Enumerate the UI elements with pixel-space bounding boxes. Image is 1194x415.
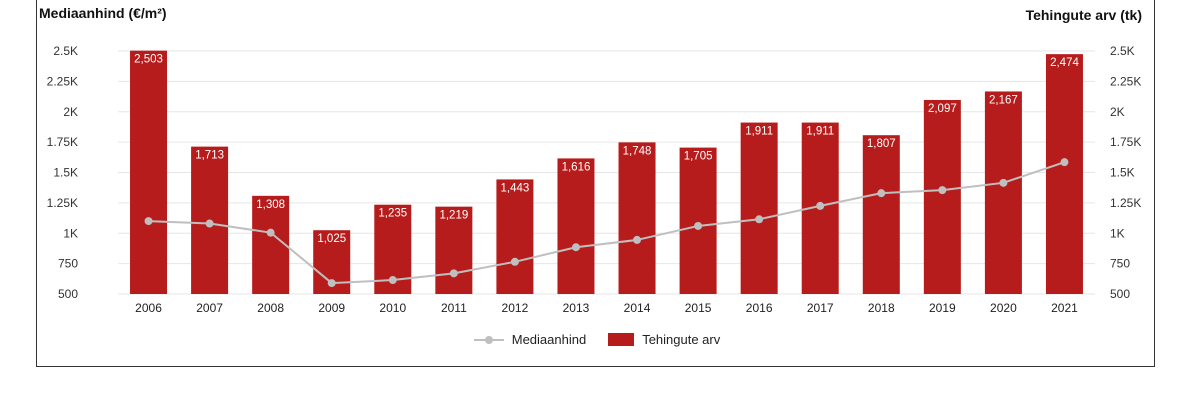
bar	[679, 147, 717, 294]
legend: Mediaanhind Tehingute arv	[0, 332, 1194, 347]
x-category-label: 2014	[624, 301, 651, 315]
left-axis-title: Mediaanhind (€/m²)	[39, 5, 167, 21]
right-tick-label: 750	[1110, 257, 1130, 271]
bar-data-label: 1,911	[806, 126, 834, 138]
left-tick-label: 2K	[63, 105, 78, 119]
line-point	[205, 219, 214, 228]
bar	[1045, 54, 1083, 295]
legend-item-line[interactable]: Mediaanhind	[473, 332, 587, 347]
line-point	[755, 215, 764, 224]
line-point	[816, 201, 825, 210]
bar-data-label: 1,308	[256, 199, 285, 211]
bar	[618, 142, 656, 294]
bar-data-label: 1,616	[562, 161, 591, 173]
bar-data-labels: 2,503 1,713 1,308 1,025 1,235 1,219 1,443 1,616…	[134, 54, 1079, 246]
left-tick-label: 2.25K	[47, 74, 78, 88]
x-category-label: 2018	[868, 301, 895, 315]
bar	[557, 158, 595, 294]
line-point	[694, 221, 703, 230]
line-point	[633, 235, 642, 244]
line-point	[449, 269, 458, 278]
line-point	[938, 186, 947, 195]
line-point	[1060, 158, 1069, 167]
left-tick-label: 500	[58, 287, 78, 301]
left-tick-label: 1.25K	[47, 196, 78, 210]
left-axis-ticks: 2.5K 2.25K 2K 1.75K 1.5K 1.25K 1K 750 500	[47, 44, 79, 301]
x-category-label: 2019	[929, 301, 956, 315]
right-axis-title: Tehingute arv (tk)	[1025, 7, 1142, 23]
x-category-label: 2011	[441, 301, 467, 315]
legend-item-bar[interactable]: Tehingute arv	[608, 332, 720, 347]
right-tick-label: 1K	[1110, 226, 1125, 240]
bar-data-label: 2,167	[989, 94, 1018, 106]
bar-data-label: 1,705	[684, 151, 713, 163]
line-point	[877, 189, 886, 198]
bar	[862, 135, 900, 294]
legend-bar-label: Tehingute arv	[642, 332, 721, 347]
x-category-label: 2021	[1051, 301, 1078, 315]
legend-line-marker	[473, 335, 504, 344]
x-category-label: 2007	[196, 301, 223, 315]
bar-data-label: 1,748	[623, 145, 652, 157]
bar-data-label: 1,443	[501, 182, 530, 194]
line-point	[388, 276, 397, 285]
x-category-label: 2020	[990, 301, 1017, 315]
right-tick-label: 1.75K	[1110, 135, 1141, 149]
legend-bar-swatch	[608, 333, 635, 346]
x-category-label: 2017	[807, 301, 834, 315]
line-point	[266, 228, 275, 237]
line-point	[999, 178, 1008, 187]
bar	[740, 122, 778, 294]
right-tick-label: 1.5K	[1110, 166, 1135, 180]
bar	[435, 206, 473, 294]
line-point	[571, 243, 580, 252]
bar	[130, 50, 168, 294]
x-category-label: 2008	[257, 301, 284, 315]
x-category-label: 2010	[379, 301, 406, 315]
left-tick-label: 1.75K	[47, 135, 78, 149]
line-point	[327, 279, 336, 288]
x-category-label: 2009	[318, 301, 345, 315]
line-point	[510, 257, 519, 266]
bar-data-label: 1,219	[439, 210, 468, 222]
bar-data-label: 1,025	[317, 233, 346, 245]
median-price-line	[148, 161, 1065, 285]
right-tick-label: 1.25K	[1110, 196, 1141, 210]
bar-data-label: 2,097	[928, 103, 957, 115]
bar	[252, 195, 290, 294]
left-tick-label: 750	[58, 257, 78, 271]
legend-line-label: Mediaanhind	[511, 332, 587, 347]
left-tick-label: 2.5K	[53, 44, 78, 58]
x-category-label: 2006	[135, 301, 162, 315]
right-tick-label: 2K	[1110, 105, 1125, 119]
bar	[923, 99, 961, 294]
line-series	[144, 158, 1069, 288]
x-axis-categories: 2006 2007 2008 2009 2010 2011 2012 2013 2014 2015…	[135, 301, 1078, 315]
chart-frame	[36, 0, 1155, 367]
right-tick-label: 2.25K	[1110, 74, 1141, 88]
left-tick-label: 1.5K	[53, 166, 78, 180]
right-tick-label: 500	[1110, 287, 1130, 301]
bar-data-label: 2,503	[134, 54, 163, 66]
right-tick-label: 2.5K	[1110, 44, 1135, 58]
line-point	[144, 217, 153, 226]
right-axis-ticks: 2.5K 2.25K 2K 1.75K 1.5K 1.25K 1K 750 500	[1110, 44, 1141, 301]
x-category-label: 2015	[685, 301, 712, 315]
bar-data-label: 1,807	[867, 138, 896, 150]
bar-data-label: 1,911	[745, 126, 773, 138]
x-category-label: 2012	[502, 301, 529, 315]
bar	[496, 179, 534, 294]
x-category-label: 2016	[746, 301, 773, 315]
bar-data-label: 2,474	[1050, 57, 1079, 69]
x-category-label: 2013	[563, 301, 590, 315]
bar-data-label: 1,713	[195, 150, 224, 162]
left-tick-label: 1K	[63, 226, 78, 240]
bar-data-label: 1,235	[378, 208, 407, 220]
bar	[984, 91, 1022, 294]
